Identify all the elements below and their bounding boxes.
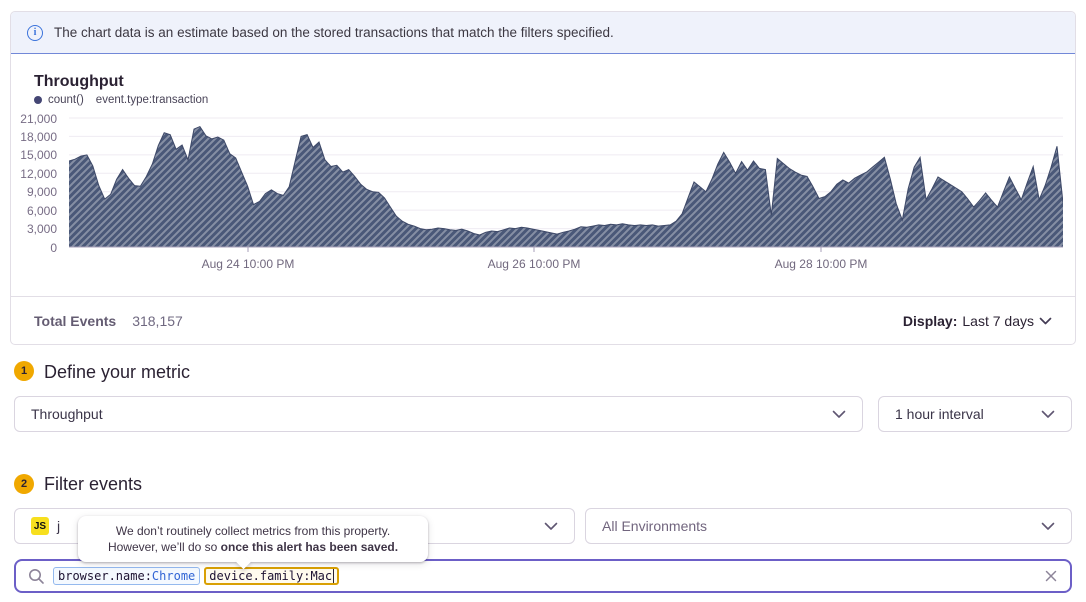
y-tick-label: 6,000 <box>26 203 57 218</box>
chart-legend: count() event.type:transaction <box>34 94 208 106</box>
total-events-label: Total Events <box>34 312 117 329</box>
clear-search-button[interactable] <box>1044 569 1058 583</box>
x-axis-labels: Aug 24 10:00 PM Aug 26 10:00 PM Aug 28 10:… <box>69 257 1063 273</box>
interval-select[interactable]: 1 hour interval <box>878 396 1072 432</box>
project-name: j <box>57 518 61 534</box>
step2-title: Filter events <box>44 474 143 494</box>
y-tick-label: 0 <box>50 240 57 255</box>
step1-number-badge: 1 <box>14 361 34 381</box>
close-icon <box>1045 570 1057 582</box>
step1-title: Define your metric <box>44 362 191 382</box>
x-tick-label: Aug 24 10:00 PM <box>201 257 295 271</box>
tooltip-line1: We don’t routinely collect metrics from … <box>115 524 391 538</box>
panel-footer: Total Events 318,157 Display: Last 7 day… <box>11 296 1075 344</box>
chevron-down-icon <box>544 522 558 530</box>
display-value: Last 7 days <box>962 312 1034 329</box>
legend-dot-icon <box>34 96 42 104</box>
y-tick-label: 18,000 <box>20 129 57 144</box>
tooltip-line2: However, we’ll do so once this alert has… <box>107 540 399 554</box>
metric-select[interactable]: Throughput <box>14 396 863 432</box>
info-icon: i <box>27 24 43 41</box>
chevron-down-icon <box>1041 522 1055 530</box>
chevron-down-icon <box>1041 410 1055 418</box>
chart-title: Throughput <box>34 73 124 90</box>
throughput-area-svg <box>69 117 1063 252</box>
total-events-value: 318,157 <box>132 312 183 329</box>
search-token-list: browser.name:Chrome device.family:Mac <box>53 566 340 586</box>
chevron-down-icon <box>1039 317 1052 324</box>
y-tick-label: 12,000 <box>20 166 57 181</box>
y-tick-label: 9,000 <box>26 185 57 200</box>
banner-text: The chart data is an estimate based on t… <box>54 25 614 40</box>
chevron-down-icon <box>832 410 846 418</box>
interval-select-value: 1 hour interval <box>895 406 984 422</box>
filter-token[interactable]: device.family:Mac <box>204 566 340 586</box>
metrics-tooltip: We don’t routinely collect metrics from … <box>78 516 428 570</box>
x-tick-label: Aug 28 10:00 PM <box>774 257 868 271</box>
environment-select[interactable]: All Environments <box>585 508 1072 544</box>
y-tick-label: 21,000 <box>20 111 57 126</box>
x-tick-label: Aug 26 10:00 PM <box>487 257 581 271</box>
chart-panel: i The chart data is an estimate based on… <box>10 11 1076 345</box>
y-tick-label: 3,000 <box>26 222 57 237</box>
metric-select-value: Throughput <box>31 406 103 422</box>
y-axis-labels: 0 3,000 6,000 9,000 12,000 15,000 18,000 21,000 <box>11 110 63 255</box>
legend-query: event.type:transaction <box>95 94 209 106</box>
search-icon <box>29 568 44 584</box>
y-tick-label: 15,000 <box>20 148 57 163</box>
search-input[interactable]: browser.name:Chrome device.family:Mac <box>14 559 1072 593</box>
step2-number-badge: 2 <box>14 474 34 494</box>
legend-series-label: count() <box>48 94 84 106</box>
filter-token[interactable]: browser.name:Chrome <box>53 567 201 585</box>
text-cursor <box>333 569 335 584</box>
info-banner: i The chart data is an estimate based on… <box>11 12 1075 54</box>
display-dropdown[interactable]: Display: Last 7 days <box>903 313 1052 329</box>
display-label: Display: <box>902 312 958 329</box>
environment-select-value: All Environments <box>602 518 708 534</box>
javascript-project-icon: JS <box>31 517 49 535</box>
